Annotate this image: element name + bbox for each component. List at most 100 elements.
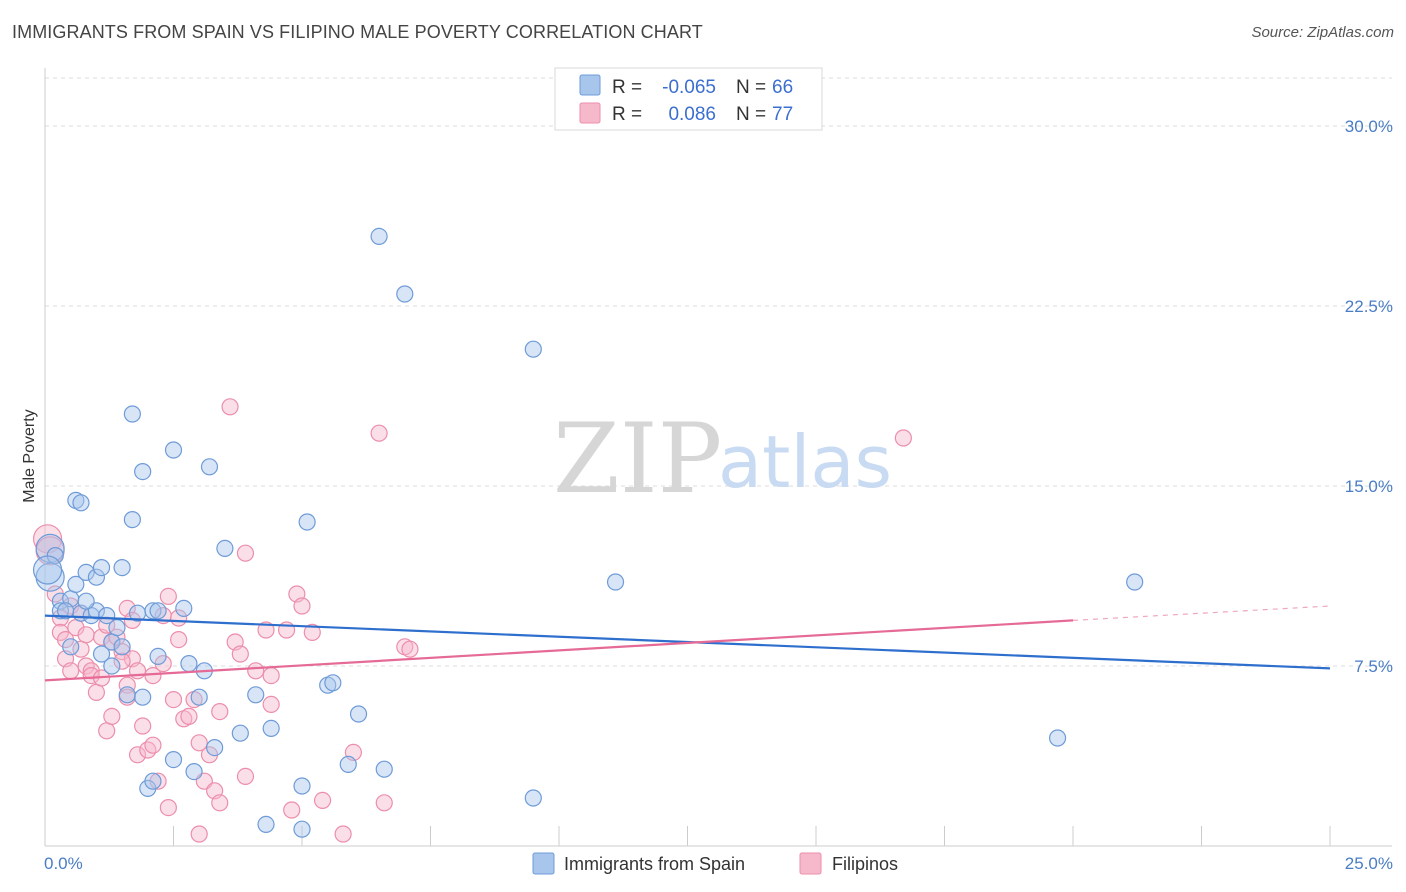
spain-point: [56, 602, 75, 620]
filipinos-point: [313, 791, 332, 810]
spain-point: [180, 654, 198, 673]
spain-point: [149, 602, 167, 620]
spain-point: [113, 558, 131, 577]
filipinos-point: [159, 587, 177, 606]
spain-point: [262, 719, 280, 738]
filipinos-point: [283, 801, 301, 819]
filipinos-point: [77, 626, 95, 644]
spain-point: [72, 494, 90, 512]
filipinos-point: [293, 597, 311, 615]
y-tick-label: 15.0%: [1345, 477, 1393, 496]
filipinos-point: [236, 544, 255, 562]
grid-lines: [45, 77, 1392, 667]
spain-point: [396, 285, 414, 303]
spain-point: [77, 592, 95, 610]
spain-point: [375, 760, 393, 778]
filipinos-point: [211, 702, 229, 721]
spain-point: [92, 558, 111, 577]
bottom-legend: Immigrants from Spain Filipinos: [532, 852, 898, 875]
spain-point: [134, 688, 152, 706]
spain-point: [216, 539, 234, 558]
spain-point: [51, 602, 70, 620]
spain-point: [67, 575, 85, 594]
spain-point: [164, 750, 183, 769]
filipinos-point: [221, 398, 239, 416]
trend-lines: [44, 605, 1331, 682]
filipinos-point: [77, 657, 95, 675]
bottom-legend-label-filipinos: Filipinos: [832, 854, 898, 874]
spain-point: [606, 573, 625, 591]
chart-title: IMMIGRANTS FROM SPAIN VS FILIPINO MALE P…: [12, 22, 703, 42]
spain-point: [231, 724, 249, 742]
tick-labels: 7.5% 15.0% 22.5% 30.0% 0.0% 25.0%: [44, 117, 1393, 873]
spain-point: [524, 340, 542, 358]
spain-point: [144, 602, 162, 620]
y-tick-label: 7.5%: [1354, 657, 1393, 676]
filipinos-point: [180, 707, 198, 726]
spain-points: [32, 227, 1144, 838]
filipinos-point: [247, 662, 265, 680]
spain-point: [62, 638, 80, 656]
filipinos-point: [236, 767, 255, 786]
spain-point: [185, 762, 203, 781]
filipinos-point: [401, 640, 419, 658]
spain-point: [51, 592, 70, 610]
watermark-atlas: atlas: [718, 420, 892, 504]
spain-point: [123, 510, 141, 529]
spain-point: [87, 568, 106, 586]
legend-n-value-pink: 77: [772, 104, 793, 125]
filipinos-point: [334, 825, 352, 843]
spain-point: [247, 686, 265, 704]
legend-r-label-blue: R =: [612, 77, 642, 98]
legend-n-label-blue: N =: [736, 77, 766, 98]
spain-point: [339, 755, 357, 774]
filipinos-point: [118, 676, 136, 694]
filipinos-point: [190, 734, 208, 752]
spain-point: [103, 657, 121, 675]
legend-n-value-blue: 66: [772, 77, 793, 98]
filipinos-point: [262, 666, 280, 685]
legend-r-value-blue: -0.065: [662, 77, 716, 98]
filipinos-point: [164, 690, 183, 709]
filipinos-point: [170, 630, 188, 649]
spain-point: [149, 647, 167, 666]
spain-point: [190, 688, 208, 706]
legend-swatch-blue: [579, 74, 601, 96]
spain-point: [1048, 729, 1067, 747]
spain-point: [77, 563, 95, 582]
spain-point: [370, 227, 388, 245]
filipinos-point: [159, 798, 177, 817]
spain-point: [175, 599, 193, 618]
spain-point: [92, 645, 111, 663]
spain-point: [118, 686, 136, 704]
filipinos-point: [370, 424, 388, 442]
spain-point: [134, 463, 152, 481]
spain-point: [293, 820, 311, 838]
filipinos-point: [262, 695, 280, 714]
legend-box: R = -0.065 N = 66 R = 0.086 N = 77: [554, 67, 823, 131]
x-tick-label: 25.0%: [1345, 854, 1393, 873]
spain-point: [164, 441, 183, 459]
filipinos-point: [894, 429, 912, 447]
spain-point: [123, 405, 141, 423]
filipinos-point: [103, 707, 121, 726]
bottom-legend-label-spain: Immigrants from Spain: [564, 854, 745, 874]
legend-r-value-pink: 0.086: [668, 104, 716, 125]
y-axis-label: Male Poverty: [21, 409, 38, 502]
filipinos-point: [134, 717, 152, 735]
watermark: ZIP atlas: [553, 403, 892, 515]
filipinos-trend-line: [44, 619, 1074, 682]
bottom-legend-swatch-spain: [532, 852, 555, 875]
filipinos-point: [98, 722, 116, 740]
filipinos-point: [211, 794, 229, 812]
watermark-zip: ZIP: [553, 403, 722, 515]
spain-point: [144, 772, 162, 790]
legend-r-label-pink: R =: [612, 104, 642, 125]
filipinos-point: [231, 645, 249, 663]
spain-point: [206, 738, 224, 757]
filipinos-point: [87, 683, 106, 702]
filipinos-point: [113, 652, 131, 670]
spain-point: [524, 789, 542, 807]
legend-n-label-pink: N =: [736, 104, 766, 125]
filipinos-point: [128, 746, 147, 764]
